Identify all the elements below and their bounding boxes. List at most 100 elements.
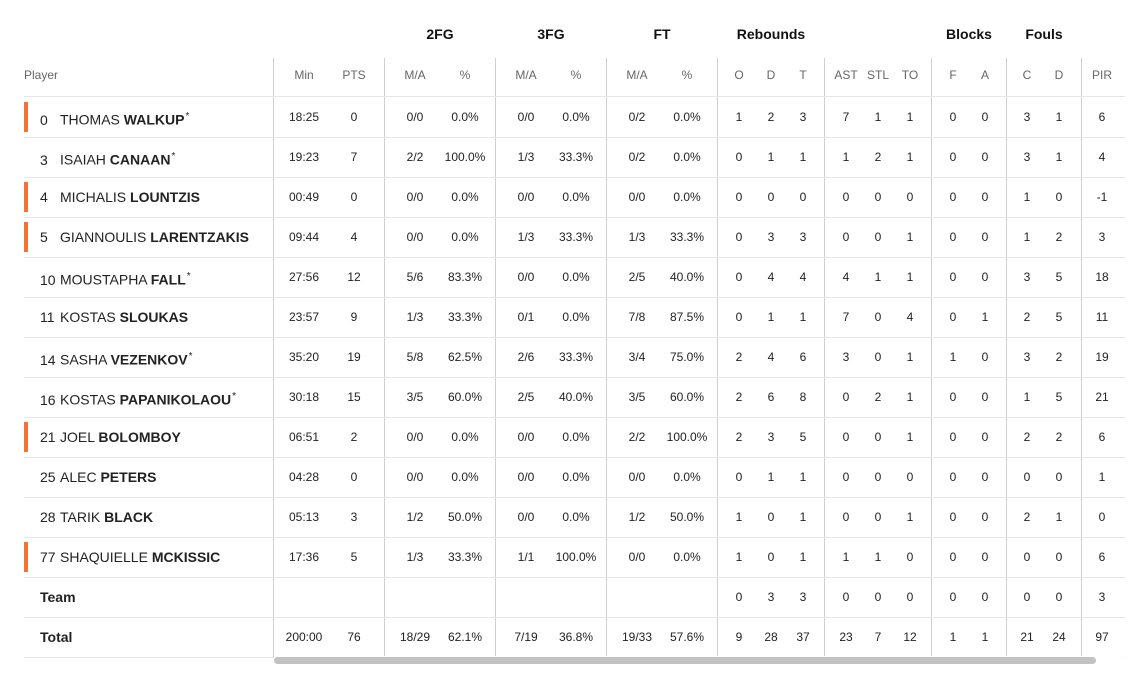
player-row[interactable]: 14 SASHA VEZENKOV* 35:20 19 5/8 62.5% 2/6 33.3%…: [24, 337, 1125, 378]
player-name[interactable]: 3 ISAIAH CANAAN*: [40, 137, 175, 177]
stat-cell: 0: [735, 590, 743, 604]
stat-cell: 0/0: [406, 110, 424, 124]
player-name[interactable]: 4 MICHALIS LOUNTZIS: [40, 177, 200, 217]
player-row[interactable]: 28 TARIK BLACK 05:13 3 1/2 50.0% 0/0 0.0% 1/2 50.…: [24, 497, 1125, 538]
column-header[interactable]: STL: [866, 68, 889, 82]
last-name: LARENTZAKIS: [150, 229, 250, 245]
player-name[interactable]: 28 TARIK BLACK: [40, 497, 153, 537]
column-header[interactable]: %: [570, 68, 582, 82]
column-divider: [273, 58, 274, 658]
last-name: SLOUKAS: [119, 309, 189, 325]
player-name[interactable]: 25 ALEC PETERS: [40, 457, 156, 497]
player-row[interactable]: 3 ISAIAH CANAAN* 19:23 7 2/2 100.0% 1/3 33.3% 0/…: [24, 137, 1125, 178]
stat-cell: 1: [1055, 110, 1063, 124]
stat-cell: 4: [767, 350, 775, 364]
column-header[interactable]: Min: [294, 68, 314, 82]
stat-cell: 0: [767, 550, 775, 564]
column-header[interactable]: D: [766, 68, 776, 82]
player-name[interactable]: 21 JOEL BOLOMBOY: [40, 417, 181, 457]
column-header[interactable]: C: [1022, 68, 1032, 82]
stat-cell: 3: [799, 110, 807, 124]
stat-cell: 4: [842, 270, 850, 284]
player-row[interactable]: 5 GIANNOULIS LARENTZAKIS 09:44 4 0/0 0.0% 1/3 3…: [24, 217, 1125, 258]
player-name[interactable]: 77 SHAQUIELLE MCKISSIC: [40, 537, 220, 577]
player-row[interactable]: 25 ALEC PETERS 04:28 0 0/0 0.0% 0/0 0.0% 0/0 0.0%…: [24, 457, 1125, 498]
player-column-header[interactable]: Player: [24, 68, 59, 82]
player-name[interactable]: 14 SASHA VEZENKOV*: [40, 337, 193, 377]
stat-cell: 0: [735, 150, 743, 164]
column-header[interactable]: A: [980, 68, 989, 82]
player-row[interactable]: 10 MOUSTAPHA FALL* 27:56 12 5/6 83.3% 0/0 0.0% 2…: [24, 257, 1125, 298]
player-row[interactable]: 16 KOSTAS PAPANIKOLAOU* 30:18 15 3/5 60.0% 2/5…: [24, 377, 1125, 418]
player-name[interactable]: 0 THOMAS WALKUP*: [40, 97, 189, 137]
player-row[interactable]: 0 THOMAS WALKUP* 18:25 0 0/0 0.0% 0/0 0.0% 0/2 0.…: [24, 97, 1125, 138]
stat-cell: 30:18: [288, 390, 320, 404]
column-divider: [1081, 58, 1082, 658]
column-header[interactable]: M/A: [626, 68, 648, 82]
column-header[interactable]: F: [949, 68, 957, 82]
stat-cell: 1: [735, 510, 743, 524]
stat-cell: 1: [735, 110, 743, 124]
stat-cell: 0/2: [628, 110, 646, 124]
player-name[interactable]: 16 KOSTAS PAPANIKOLAOU*: [40, 377, 236, 417]
column-header[interactable]: AST: [834, 68, 858, 82]
column-header[interactable]: TO: [901, 68, 919, 82]
stat-cell: 62.5%: [447, 350, 483, 364]
stat-cell: 2: [1055, 430, 1063, 444]
column-header[interactable]: PIR: [1091, 68, 1112, 82]
stat-cell: 15: [347, 390, 361, 404]
stat-cell: 0: [767, 510, 775, 524]
last-name: CANAAN: [109, 151, 171, 168]
stat-cell: 0.0%: [451, 110, 479, 124]
column-divider: [824, 58, 825, 658]
column-header[interactable]: T: [799, 68, 807, 82]
stat-cell: 17:36: [288, 550, 320, 564]
column-divider: [495, 58, 496, 658]
column-header[interactable]: M/A: [515, 68, 537, 82]
stat-cell: 3: [1023, 150, 1031, 164]
stat-cell: 0: [1023, 470, 1031, 484]
jersey-number: 77: [40, 549, 56, 565]
column-header[interactable]: %: [681, 68, 693, 82]
player-row[interactable]: 4 MICHALIS LOUNTZIS 00:49 0 0/0 0.0% 0/0 0.0% 0/…: [24, 177, 1125, 218]
last-name: LOUNTZIS: [130, 189, 201, 205]
player-name[interactable]: 11 KOSTAS SLOUKAS: [40, 297, 188, 337]
stat-cell: 12: [903, 630, 917, 644]
player-row[interactable]: 11 KOSTAS SLOUKAS 23:57 9 1/3 33.3% 0/1 0.0% 7/8…: [24, 297, 1125, 338]
stat-cell: 12: [347, 270, 361, 284]
stat-cell: 2: [735, 430, 743, 444]
stat-cell: 0/0: [517, 110, 535, 124]
column-header[interactable]: D: [1054, 68, 1064, 82]
column-header[interactable]: M/A: [404, 68, 426, 82]
stat-cell: 0: [1055, 190, 1063, 204]
jersey-number: 21: [40, 429, 56, 445]
stat-cell: 100.0%: [555, 550, 597, 564]
player-name[interactable]: 10 MOUSTAPHA FALL*: [40, 257, 191, 297]
group-header-ft: FT: [653, 26, 671, 42]
last-name: VEZENKOV: [110, 351, 188, 368]
starter-asterisk: *: [185, 111, 190, 122]
stat-cell: 0.0%: [562, 310, 590, 324]
stat-cell: 1: [981, 630, 989, 644]
player-name[interactable]: 5 GIANNOULIS LARENTZAKIS: [40, 217, 249, 257]
column-header[interactable]: %: [459, 68, 471, 82]
stat-cell: -1: [1096, 190, 1108, 204]
stat-cell: 4: [906, 310, 914, 324]
player-row[interactable]: 21 JOEL BOLOMBOY 06:51 2 0/0 0.0% 0/0 0.0% 2/2 10…: [24, 417, 1125, 458]
first-name: ALEC: [60, 469, 97, 485]
column-header[interactable]: O: [734, 68, 744, 82]
stat-cell: 06:51: [288, 430, 320, 444]
stat-cell: 9: [350, 310, 358, 324]
column-header[interactable]: PTS: [342, 68, 366, 82]
stat-cell: 1: [767, 470, 775, 484]
jersey-number: 11: [40, 309, 55, 325]
first-name: ISAIAH: [60, 151, 106, 168]
horizontal-scrollbar-thumb[interactable]: [274, 657, 1096, 664]
stat-cell: 2: [735, 350, 743, 364]
stat-cell: 0.0%: [673, 470, 701, 484]
stat-cell: 0.0%: [451, 470, 479, 484]
stat-cell: 1: [906, 110, 914, 124]
stat-cell: 3: [350, 510, 358, 524]
last-name: MCKISSIC: [151, 549, 221, 565]
player-row[interactable]: 77 SHAQUIELLE MCKISSIC 17:36 5 1/3 33.3% 1/1 10…: [24, 537, 1125, 578]
